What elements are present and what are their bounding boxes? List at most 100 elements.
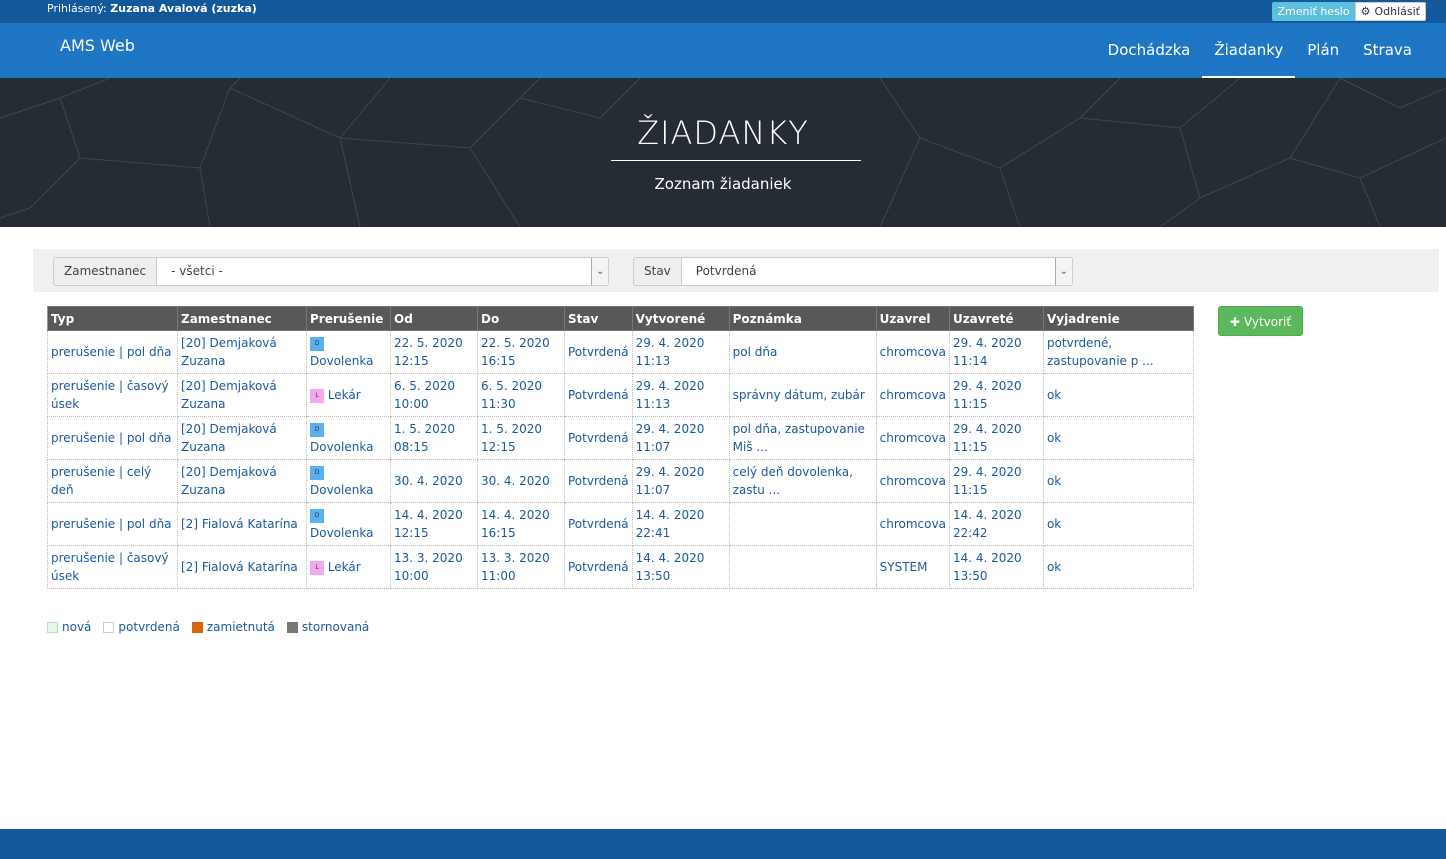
cell-vytvorene[interactable]: 29. 4. 2020 11:13 xyxy=(631,373,730,417)
create-button[interactable]: ✚ Vytvoriť xyxy=(1218,306,1303,336)
cell-uzavrel[interactable]: chromcova xyxy=(875,502,950,546)
cell-zamestnanec[interactable]: [20] Demjaková Zuzana xyxy=(177,330,307,374)
cell-uzavrete[interactable]: 29. 4. 2020 11:14 xyxy=(948,330,1044,374)
cell-poznamka[interactable] xyxy=(728,502,877,546)
cell-vytvorene[interactable]: 14. 4. 2020 13:50 xyxy=(631,545,730,589)
cell-typ[interactable]: prerušenie | časový úsek xyxy=(47,373,178,417)
col-do[interactable]: Do xyxy=(477,306,565,331)
cell-typ[interactable]: prerušenie | pol dňa xyxy=(47,416,178,460)
brand-link[interactable]: AMS Web xyxy=(60,36,135,55)
table-row[interactable]: prerušenie | pol dňa [20] Demjaková Zuzan… xyxy=(47,416,1194,460)
col-stav[interactable]: Stav xyxy=(564,306,633,331)
cell-zamestnanec[interactable]: [20] Demjaková Zuzana xyxy=(177,373,307,417)
col-od[interactable]: Od xyxy=(390,306,478,331)
cell-typ[interactable]: prerušenie | celý deň xyxy=(47,459,178,503)
cell-od[interactable]: 14. 4. 2020 12:15 xyxy=(390,502,478,546)
col-prerusenie[interactable]: Prerušenie xyxy=(306,306,391,331)
nav-item-strava[interactable]: Strava xyxy=(1363,41,1412,59)
col-vyjadrenie[interactable]: Vyjadrenie xyxy=(1042,306,1194,331)
nav-item-plan[interactable]: Plán xyxy=(1307,41,1340,59)
cell-od[interactable]: 13. 3. 2020 10:00 xyxy=(390,545,478,589)
cell-poznamka[interactable]: celý deň dovolenka, zastu ... xyxy=(728,459,877,503)
table-row[interactable]: prerušenie | pol dňa [2] Fialová Katarína… xyxy=(47,502,1194,546)
cell-prerusenie[interactable]: L Lekár xyxy=(306,373,391,417)
chevron-down-icon: ⌄ xyxy=(1054,258,1072,285)
cell-uzavrel[interactable]: chromcova xyxy=(875,373,950,417)
cell-poznamka[interactable]: správny dátum, zubár xyxy=(728,373,877,417)
cell-stav[interactable]: Potvrdená xyxy=(564,502,633,546)
state-select[interactable]: Potvrdená ⌄ xyxy=(681,257,1073,286)
cell-vyjadrenie[interactable]: ok xyxy=(1042,459,1194,503)
change-password-button[interactable]: Zmeniť heslo xyxy=(1272,2,1355,21)
cell-do[interactable]: 1. 5. 2020 12:15 xyxy=(477,416,565,460)
cell-od[interactable]: 1. 5. 2020 08:15 xyxy=(390,416,478,460)
cell-uzavrel[interactable]: chromcova xyxy=(875,416,950,460)
table-row[interactable]: prerušenie | časový úsek [2] Fialová Kata… xyxy=(47,545,1194,589)
status-legend: nová potvrdená zamietnutá stornovaná xyxy=(47,620,369,634)
cell-stav[interactable]: Potvrdená xyxy=(564,459,633,503)
cell-uzavrete[interactable]: 29. 4. 2020 11:15 xyxy=(948,373,1044,417)
cell-do[interactable]: 14. 4. 2020 16:15 xyxy=(477,502,565,546)
cell-uzavrete[interactable]: 14. 4. 2020 13:50 xyxy=(948,545,1044,589)
cell-do[interactable]: 22. 5. 2020 16:15 xyxy=(477,330,565,374)
cell-do[interactable]: 13. 3. 2020 11:00 xyxy=(477,545,565,589)
cell-vytvorene[interactable]: 14. 4. 2020 22:41 xyxy=(631,502,730,546)
cell-vyjadrenie[interactable]: ok xyxy=(1042,545,1194,589)
cell-do[interactable]: 6. 5. 2020 11:30 xyxy=(477,373,565,417)
cell-uzavrel[interactable]: chromcova xyxy=(875,330,950,374)
col-zamestnanec[interactable]: Zamestnanec xyxy=(177,306,307,331)
cell-poznamka[interactable]: pol dňa xyxy=(728,330,877,374)
employee-select[interactable]: - všetci - ⌄ xyxy=(157,257,610,286)
nav-item-ziadanky[interactable]: Žiadanky xyxy=(1202,23,1296,78)
cell-vytvorene[interactable]: 29. 4. 2020 11:13 xyxy=(631,330,730,374)
cell-prerusenie[interactable]: D Dovolenka xyxy=(306,459,391,503)
cell-do[interactable]: 30. 4. 2020 xyxy=(477,459,565,503)
cell-uzavrel[interactable]: SYSTEM xyxy=(875,545,950,589)
top-bar: Prihlásený: Zuzana Avalová (zuzka) Zmeni… xyxy=(0,0,1446,23)
cell-vyjadrenie[interactable]: ok xyxy=(1042,416,1194,460)
cell-uzavrete[interactable]: 14. 4. 2020 22:42 xyxy=(948,502,1044,546)
nav-item-dochadzka[interactable]: Dochádzka xyxy=(1107,41,1191,59)
cell-prerusenie[interactable]: L Lekár xyxy=(306,545,391,589)
cell-stav[interactable]: Potvrdená xyxy=(564,416,633,460)
state-filter-label: Stav xyxy=(633,257,682,286)
col-typ[interactable]: Typ xyxy=(47,306,178,331)
logout-button[interactable]: ⚙ Odhlásiť xyxy=(1354,2,1426,21)
cell-typ[interactable]: prerušenie | pol dňa xyxy=(47,502,178,546)
cell-uzavrete[interactable]: 29. 4. 2020 11:15 xyxy=(948,416,1044,460)
cell-poznamka[interactable] xyxy=(728,545,877,589)
cell-vyjadrenie[interactable]: ok xyxy=(1042,373,1194,417)
cell-uzavrel[interactable]: chromcova xyxy=(875,459,950,503)
cell-prerusenie[interactable]: D Dovolenka xyxy=(306,502,391,546)
cell-poznamka[interactable]: pol dňa, zastupovanie Miš ... xyxy=(728,416,877,460)
cell-uzavrete[interactable]: 29. 4. 2020 11:15 xyxy=(948,459,1044,503)
col-uzavrete[interactable]: Uzavreté xyxy=(948,306,1044,331)
title-divider xyxy=(611,160,861,161)
table-row[interactable]: prerušenie | pol dňa [20] Demjaková Zuzan… xyxy=(47,330,1194,374)
cell-vyjadrenie[interactable]: ok xyxy=(1042,502,1194,546)
cell-vyjadrenie[interactable]: potvrdené, zastupovanie p ... xyxy=(1042,330,1194,374)
cell-prerusenie[interactable]: D Dovolenka xyxy=(306,330,391,374)
legend-swatch xyxy=(286,621,298,633)
cell-stav[interactable]: Potvrdená xyxy=(564,330,633,374)
table-row[interactable]: prerušenie | celý deň [20] Demjaková Zuza… xyxy=(47,459,1194,503)
cell-od[interactable]: 30. 4. 2020 xyxy=(390,459,478,503)
cell-vytvorene[interactable]: 29. 4. 2020 11:07 xyxy=(631,459,730,503)
cell-typ[interactable]: prerušenie | časový úsek xyxy=(47,545,178,589)
col-vytvorene[interactable]: Vytvorené xyxy=(631,306,730,331)
cell-prerusenie[interactable]: D Dovolenka xyxy=(306,416,391,460)
table-row[interactable]: prerušenie | časový úsek [20] Demjaková Z… xyxy=(47,373,1194,417)
cell-stav[interactable]: Potvrdená xyxy=(564,545,633,589)
cell-typ[interactable]: prerušenie | pol dňa xyxy=(47,330,178,374)
col-uzavrel[interactable]: Uzavrel xyxy=(875,306,950,331)
logged-in-info: Prihlásený: Zuzana Avalová (zuzka) xyxy=(47,2,257,15)
cell-od[interactable]: 22. 5. 2020 12:15 xyxy=(390,330,478,374)
col-poznamka[interactable]: Poznámka xyxy=(728,306,877,331)
cell-od[interactable]: 6. 5. 2020 10:00 xyxy=(390,373,478,417)
cell-zamestnanec[interactable]: [20] Demjaková Zuzana xyxy=(177,416,307,460)
cell-zamestnanec[interactable]: [20] Demjaková Zuzana xyxy=(177,459,307,503)
cell-zamestnanec[interactable]: [2] Fialová Katarína xyxy=(177,502,307,546)
cell-zamestnanec[interactable]: [2] Fialová Katarína xyxy=(177,545,307,589)
cell-stav[interactable]: Potvrdená xyxy=(564,373,633,417)
cell-vytvorene[interactable]: 29. 4. 2020 11:07 xyxy=(631,416,730,460)
